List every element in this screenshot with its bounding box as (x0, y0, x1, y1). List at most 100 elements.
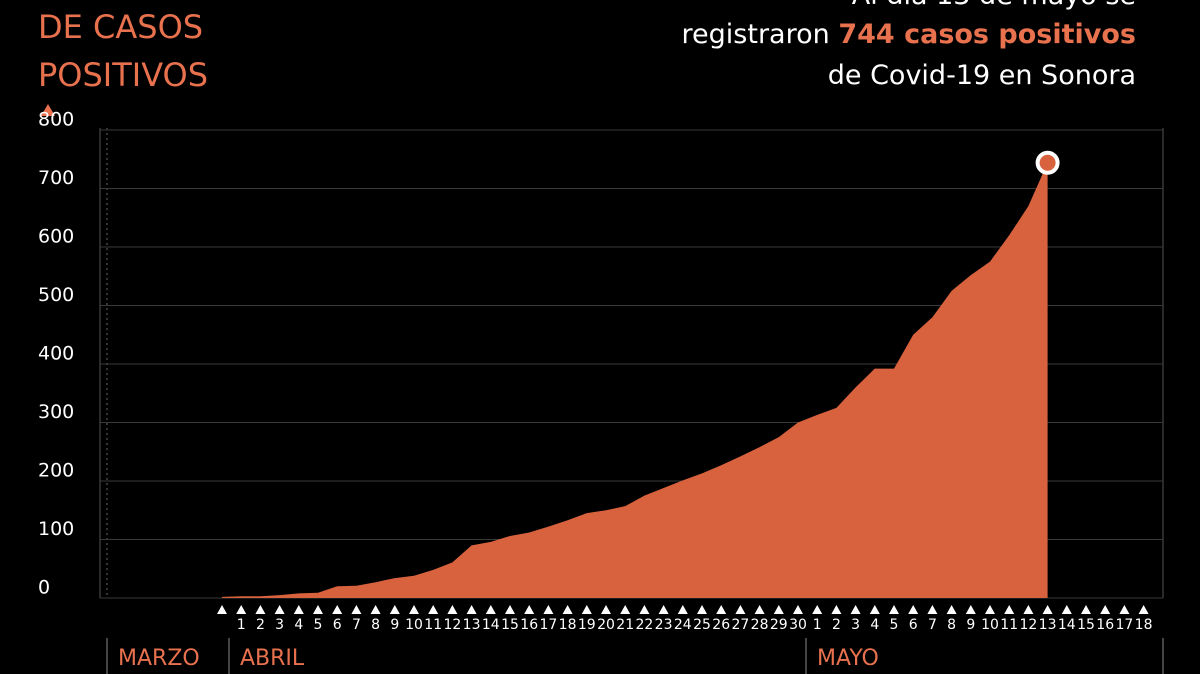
x-tick-mark (1042, 605, 1053, 614)
x-tick-label: 3 (275, 617, 284, 633)
x-tick-mark (485, 605, 496, 614)
x-tick-label: 17 (539, 617, 557, 633)
x-tick-label: 8 (947, 617, 956, 633)
x-tick-label: 29 (770, 617, 788, 633)
x-tick-mark (236, 605, 247, 614)
y-tick-label: 400 (38, 343, 74, 365)
x-tick-label: 18 (1135, 617, 1153, 633)
x-tick-label: 27 (731, 617, 749, 633)
x-tick-label: 20 (597, 617, 615, 633)
x-tick-mark (965, 605, 976, 614)
x-tick-label: 4 (294, 617, 303, 633)
x-tick-label: 15 (501, 617, 519, 633)
x-tick-label: 22 (635, 617, 653, 633)
x-tick-label: 30 (789, 617, 807, 633)
x-tick-label: 15 (1077, 617, 1095, 633)
x-tick-mark (927, 605, 938, 614)
annotation-highlight: 744 casos positivos (838, 19, 1136, 50)
x-tick-label: 26 (712, 617, 730, 633)
x-tick-label: 18 (559, 617, 577, 633)
x-tick-mark (601, 605, 611, 614)
x-tick-mark (620, 605, 631, 614)
x-tick-label: 23 (655, 617, 673, 633)
x-tick-mark (293, 605, 304, 614)
x-tick-mark (313, 605, 323, 614)
y-tick-label: 600 (38, 226, 74, 248)
x-tick-mark (389, 605, 400, 614)
month-label: MARZO (118, 646, 200, 671)
x-tick-mark (1004, 605, 1015, 614)
x-tick-mark (1119, 605, 1130, 614)
x-tick-mark (773, 605, 784, 614)
x-tick-label: 11 (424, 617, 442, 633)
x-tick-label: 4 (870, 617, 879, 633)
x-tick-label: 19 (578, 617, 596, 633)
x-tick-mark (217, 605, 227, 614)
x-tick-mark (370, 605, 381, 614)
x-tick-label: 24 (674, 617, 692, 633)
last-point (1035, 150, 1060, 175)
x-tick-mark (274, 605, 285, 614)
x-tick-label: 14 (482, 617, 500, 633)
x-tick-label: 25 (693, 617, 711, 633)
title-line: POSITIVOS (38, 56, 208, 94)
x-tick-label: 21 (616, 617, 634, 633)
x-tick-mark (428, 605, 439, 614)
annotation-line: Al día 13 de mayo se (852, 0, 1136, 11)
x-tick-label: 17 (1115, 617, 1133, 633)
x-tick-mark (543, 605, 554, 614)
x-tick-mark (466, 605, 477, 614)
x-tick-mark (639, 605, 650, 614)
x-tick-label: 7 (928, 617, 937, 633)
x-tick-label: 10 (405, 617, 423, 633)
x-tick-label: 2 (256, 617, 265, 633)
x-tick-mark (716, 605, 727, 614)
x-tick-label: 8 (371, 617, 380, 633)
x-tick-mark (985, 605, 995, 614)
x-tick-label: 5 (890, 617, 899, 633)
y-tick-label: 500 (38, 284, 74, 306)
x-tick-mark (812, 605, 823, 614)
x-tick-mark (351, 605, 362, 614)
x-tick-mark (562, 605, 573, 614)
x-tick-mark (1081, 605, 1091, 614)
x-tick-label: 5 (314, 617, 323, 633)
x-tick-label: 3 (851, 617, 860, 633)
x-tick-mark (946, 605, 957, 614)
y-tick-label: 200 (38, 460, 74, 482)
x-tick-mark (581, 605, 592, 614)
x-tick-label: 13 (463, 617, 481, 633)
x-tick-label: 16 (1096, 617, 1114, 633)
y-tick-label: 700 (38, 167, 74, 189)
x-tick-label: 7 (352, 617, 361, 633)
x-tick-label: 14 (1058, 617, 1076, 633)
x-tick-mark (889, 605, 899, 614)
annotation-line: de Covid-19 en Sonora (828, 60, 1136, 91)
x-tick-mark (831, 605, 842, 614)
x-tick-label: 28 (751, 617, 769, 633)
x-tick-mark (332, 605, 343, 614)
y-tick-label: 0 (38, 577, 50, 599)
x-tick-label: 10 (981, 617, 999, 633)
x-tick-label: 16 (520, 617, 538, 633)
x-tick-label: 2 (832, 617, 841, 633)
y-tick-label: 800 (38, 109, 74, 131)
x-tick-label: 1 (237, 617, 246, 633)
x-tick-mark (793, 605, 803, 614)
x-tick-mark (1061, 605, 1072, 614)
x-tick-mark (677, 605, 688, 614)
x-tick-mark (697, 605, 707, 614)
x-tick-mark (524, 605, 535, 614)
x-tick-label: 13 (1039, 617, 1057, 633)
x-tick-mark (255, 605, 266, 614)
y-tick-label: 100 (38, 518, 74, 540)
x-tick-mark (754, 605, 765, 614)
x-tick-mark (850, 605, 861, 614)
x-tick-mark (1023, 605, 1034, 614)
x-tick-mark (409, 605, 419, 614)
month-label: ABRIL (240, 646, 305, 671)
y-tick-label: 300 (38, 401, 74, 423)
x-tick-mark (505, 605, 515, 614)
annotation-text: registraron (682, 19, 830, 50)
